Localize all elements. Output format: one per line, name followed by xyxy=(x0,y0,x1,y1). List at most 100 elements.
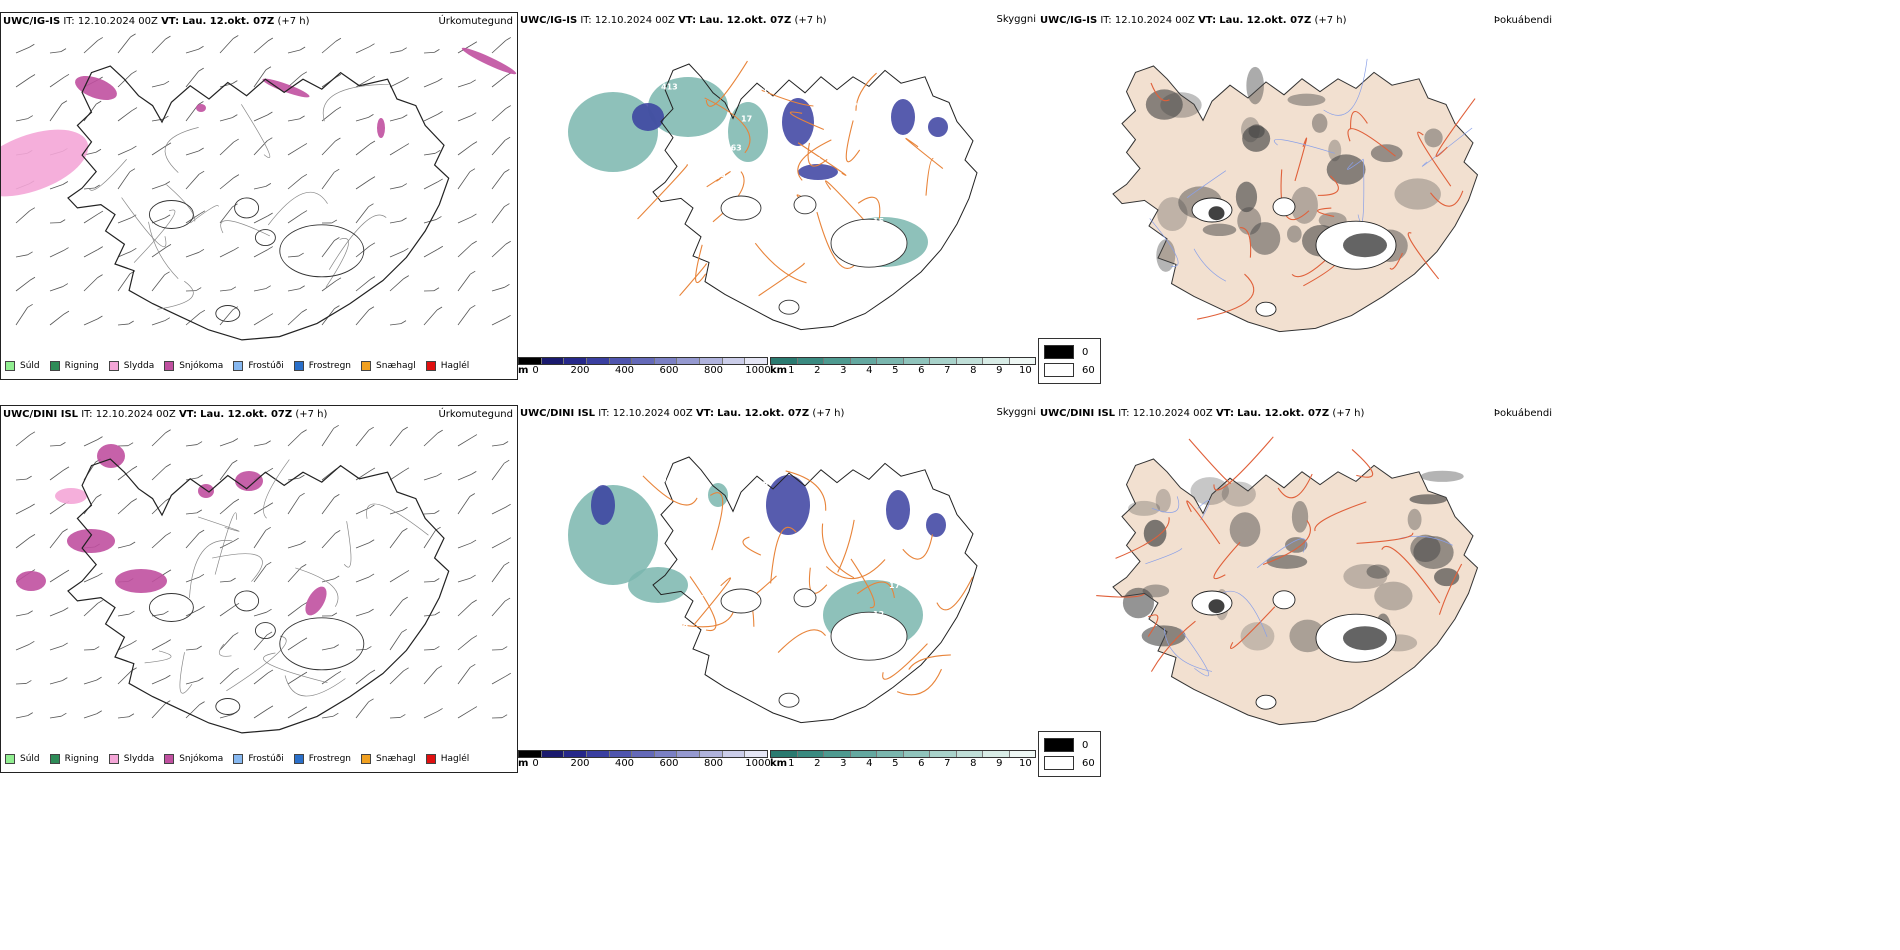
wind-barb xyxy=(457,602,472,617)
road xyxy=(226,635,287,692)
glacier-outline xyxy=(720,195,762,221)
wind-barb-flag xyxy=(437,708,443,712)
wind-barb-flag xyxy=(164,271,170,276)
wind-barb-flag xyxy=(501,714,508,719)
wind-barb-flag xyxy=(334,168,340,173)
colorbar-segment xyxy=(903,751,930,757)
visibility-label: 344 xyxy=(841,99,858,108)
road xyxy=(857,196,881,219)
wind-barb-flag xyxy=(434,49,440,53)
road xyxy=(166,184,196,222)
road xyxy=(322,83,389,122)
colorbar-tick-label: 10 xyxy=(1018,365,1032,376)
fog-index-area xyxy=(1287,93,1326,106)
wind-barb xyxy=(117,544,131,549)
wind-barb-flag xyxy=(369,43,375,48)
visibility-label: 12 xyxy=(873,610,884,619)
wind-barb-flag xyxy=(266,631,273,636)
wind-barb xyxy=(491,462,505,481)
wind-barb-flag xyxy=(402,114,408,119)
wind-barb-flag xyxy=(368,306,375,311)
wind-barb xyxy=(355,649,367,651)
wind-barb xyxy=(389,50,402,54)
fog-index-area xyxy=(1145,89,1183,120)
glacier-outline xyxy=(279,617,365,671)
wind-barb xyxy=(321,109,337,122)
road xyxy=(144,650,172,664)
wind-barb xyxy=(15,434,31,447)
wind-barb xyxy=(151,677,166,685)
wind-barb xyxy=(151,432,166,447)
colorbar-tick-label: 2 xyxy=(814,365,821,376)
wind-barb xyxy=(457,243,472,258)
wind-barb xyxy=(389,250,404,258)
cloud-base-area xyxy=(926,513,946,537)
precip-area xyxy=(67,529,115,553)
wind-barb-flag xyxy=(333,712,339,717)
fog-index-area xyxy=(1208,599,1225,614)
road xyxy=(905,138,944,169)
wind-barb-flag xyxy=(335,277,342,282)
legend-item: Frostúði xyxy=(233,361,284,371)
wind-barb xyxy=(389,220,402,224)
wind-barb-flag xyxy=(29,431,36,436)
wind-barb xyxy=(287,674,303,685)
legend-item: Snjókoma xyxy=(164,361,223,371)
visibility-label: 413 xyxy=(661,83,678,92)
wind-barb xyxy=(185,704,200,719)
wind-barb xyxy=(321,715,334,719)
coastline xyxy=(652,63,978,331)
wind-barb-flag xyxy=(129,610,135,615)
glacier-outline xyxy=(1255,694,1277,710)
road xyxy=(295,567,339,607)
colorbar-tick-label: 8 xyxy=(970,758,977,769)
colorbar-tick-label: 400 xyxy=(614,758,635,769)
wind-barb-flag xyxy=(501,646,508,650)
road xyxy=(179,652,193,694)
wind-barb-flag xyxy=(59,219,66,223)
wind-barb-flag xyxy=(470,663,476,668)
legend-swatch xyxy=(361,754,372,764)
wind-barb-flag xyxy=(299,285,305,290)
colorbar-tick-label: 200 xyxy=(570,365,590,376)
legend-item: Súld xyxy=(5,361,40,371)
fog-index-area xyxy=(1409,494,1448,505)
wind-barb xyxy=(219,580,231,583)
colorbar-segment xyxy=(700,751,723,757)
wind-barb-flag xyxy=(63,466,70,471)
wind-barb xyxy=(253,505,269,515)
colorbar-segment xyxy=(850,751,877,757)
wind-barb-flag xyxy=(301,71,308,76)
panel-variable-name: Úrkomutegund xyxy=(438,16,513,27)
wind-barb xyxy=(389,186,402,190)
wind-barb xyxy=(491,75,507,88)
wind-barb xyxy=(287,255,299,258)
road xyxy=(821,523,855,579)
road xyxy=(770,526,797,584)
wind-barb xyxy=(389,573,405,583)
colorbar-tick-label: 0 xyxy=(532,758,539,769)
wind-barb xyxy=(253,40,269,54)
wind-barb xyxy=(355,143,371,156)
road xyxy=(777,629,826,653)
wind-barb-flag xyxy=(165,463,171,468)
wind-barb-flag xyxy=(198,170,205,175)
wind-barb xyxy=(423,51,435,54)
colorbar-tick-label: 600 xyxy=(659,758,679,769)
wind-barb-flag xyxy=(400,714,406,718)
wind-barb-flag xyxy=(267,111,273,116)
wind-barb-flag xyxy=(369,140,376,145)
wind-barb xyxy=(151,274,165,292)
legend-item: Frostregn xyxy=(293,754,351,764)
wind-barb-flag xyxy=(127,442,134,447)
wind-barb-flag xyxy=(437,111,443,115)
wind-barb xyxy=(321,497,335,515)
wind-barb xyxy=(83,103,97,122)
visibility-label: 17 xyxy=(889,581,900,590)
wind-barb-flag xyxy=(403,570,410,574)
wind-barb-flag xyxy=(437,178,443,183)
wind-barb-flag xyxy=(504,597,511,602)
wind-barb xyxy=(253,611,267,617)
wind-barb xyxy=(117,670,132,685)
wind-barb-flag xyxy=(165,142,172,147)
